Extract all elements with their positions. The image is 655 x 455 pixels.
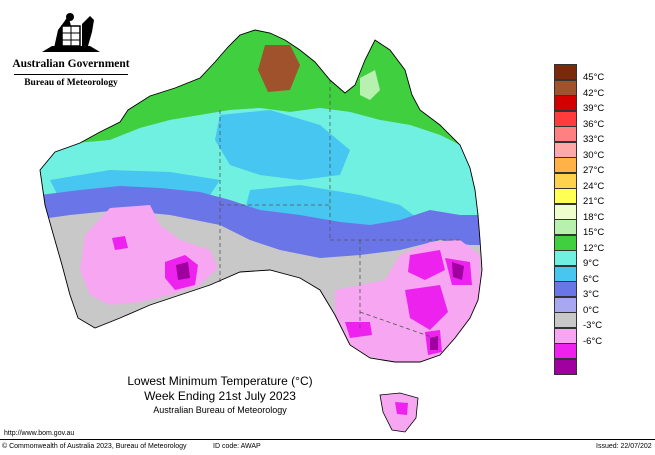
zone-blue	[40, 186, 482, 258]
map-title: Lowest Minimum Temperature (°C) Week End…	[125, 374, 315, 416]
legend-label: 0°C	[583, 304, 599, 316]
title-line-2: Week Ending 21st July 2023	[144, 389, 296, 403]
legend-swatch	[554, 188, 577, 204]
legend-swatch	[554, 358, 577, 375]
coat-of-arms-icon	[42, 13, 100, 52]
copyright-text: © Commonwealth of Australia 2023, Bureau…	[2, 443, 187, 450]
legend-swatch	[554, 79, 577, 96]
legend-swatch	[554, 64, 577, 80]
id-code-text: ID code: AWAP	[213, 443, 261, 450]
government-crest: Australian Government Bureau of Meteorol…	[12, 8, 130, 93]
legend-label: 9°C	[583, 258, 599, 269]
legend-swatch	[554, 157, 577, 173]
legend-swatch	[554, 343, 577, 359]
legend-swatch	[554, 141, 577, 158]
legend-label: 33°C	[583, 134, 605, 145]
legend-label: 30°C	[583, 149, 605, 161]
legend-swatch	[554, 110, 577, 127]
legend-label: 3°C	[583, 289, 599, 300]
legend-label: 21°C	[583, 196, 605, 207]
legend-swatch	[554, 250, 577, 266]
legend-label: 12°C	[583, 242, 605, 254]
legend-swatch	[554, 219, 577, 235]
footer-divider	[0, 439, 655, 440]
zone-magenta-se-4	[345, 322, 372, 338]
legend-label: 24°C	[583, 180, 605, 192]
legend-label: 36°C	[583, 118, 605, 130]
legend-swatch	[554, 327, 577, 344]
legend-swatch	[554, 95, 577, 111]
legend-label: -6°C	[583, 335, 603, 347]
zone-lightgreen	[360, 70, 380, 100]
title-line-1: Lowest Minimum Temperature (°C)	[127, 374, 313, 388]
government-name: Australian Government	[12, 58, 130, 70]
legend-label: 45°C	[583, 72, 605, 83]
legend-label: 15°C	[583, 227, 605, 238]
bom-url[interactable]: http://www.bom.gov.au	[4, 430, 75, 437]
legend-label: 39°C	[583, 103, 605, 114]
legend-swatch	[554, 281, 577, 297]
zone-magenta-se-3	[405, 285, 448, 330]
legend-label: 42°C	[583, 87, 605, 99]
legend-label: 6°C	[583, 273, 599, 285]
legend-swatch	[554, 203, 577, 220]
legend-swatch	[554, 265, 577, 282]
zone-purple-se	[452, 262, 464, 280]
crest-divider	[14, 74, 128, 75]
legend-swatch	[554, 126, 577, 142]
legend-label: 18°C	[583, 211, 605, 223]
zone-sky-1	[215, 110, 350, 180]
zone-olive	[258, 45, 300, 92]
legend-swatch	[554, 234, 577, 251]
tasmania-magenta	[395, 402, 408, 415]
bureau-name: Bureau of Meteorology	[24, 78, 118, 88]
legend-label: 27°C	[583, 165, 605, 176]
title-line-3: Australian Bureau of Meteorology	[153, 405, 287, 415]
legend-swatch	[554, 296, 577, 313]
legend-label: -3°C	[583, 320, 603, 331]
legend-swatch	[554, 172, 577, 189]
zone-purple-west	[176, 262, 190, 280]
issued-text: Issued: 22/07/202	[596, 443, 652, 450]
state-border-nsw-vic	[359, 311, 441, 341]
zone-magenta-se-1	[408, 250, 445, 280]
coastline	[39, 29, 483, 363]
zone-purple-se-2	[430, 336, 438, 350]
legend-swatch	[554, 312, 577, 328]
zone-magenta-west-2	[112, 236, 128, 250]
